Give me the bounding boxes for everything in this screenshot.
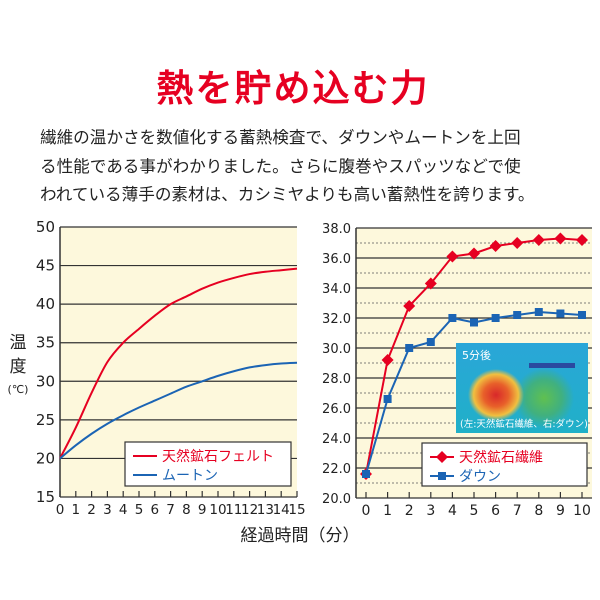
data-point-diamond xyxy=(511,237,524,249)
data-point-square xyxy=(362,470,370,478)
legend-label: 天然鉱石フェルト xyxy=(162,448,274,465)
thermal-caption-bottom: (左:天然鉱石繊維、右:ダウン) xyxy=(460,419,588,430)
data-point-square xyxy=(426,338,435,346)
data-point-diamond xyxy=(576,234,588,246)
x-tick-label: 6 xyxy=(491,503,500,519)
x-tick-label: 7 xyxy=(513,503,522,519)
x-tick-label: 8 xyxy=(182,502,191,518)
y-tick-label: 36.0 xyxy=(322,252,351,267)
x-tick-label: 10 xyxy=(573,503,591,519)
x-tick-label: 0 xyxy=(56,502,65,518)
description: 繊維の温かさを数値化する蓄熱検査で、ダウンやムートンを上回 る性能である事がわか… xyxy=(40,124,580,210)
x-tick-label: 8 xyxy=(534,503,543,519)
x-tick-label: 3 xyxy=(426,503,435,519)
data-point-square xyxy=(513,311,522,319)
y-tick-label: 34.0 xyxy=(322,282,351,297)
x-tick-label: 9 xyxy=(198,502,207,518)
y-tick-label: 30 xyxy=(36,372,55,390)
thermal-image-detail xyxy=(529,363,575,368)
y-tick-label: 20.0 xyxy=(322,492,351,507)
data-point-square xyxy=(470,318,478,327)
x-tick-label: 5 xyxy=(470,503,479,519)
x-tick-label: 7 xyxy=(166,502,175,518)
legend xyxy=(421,442,588,487)
legend-label: 天然鉱石繊維 xyxy=(459,449,543,466)
legend-label: ムートン xyxy=(162,468,218,484)
legend-label: ダウン xyxy=(459,469,501,485)
x-tick-label: 6 xyxy=(151,502,160,518)
x-tick-label: 1 xyxy=(72,502,81,518)
data-point-diamond xyxy=(424,277,437,290)
data-point-diamond xyxy=(532,234,545,246)
x-tick-label: 11 xyxy=(225,502,242,518)
page-title: 熱を貯め込む力 xyxy=(156,67,430,110)
y-tick-label: 45 xyxy=(36,257,55,275)
y-tick-label: 15 xyxy=(36,488,55,506)
thermal-image: 5分後 (左:天然鉱石繊維、右:ダウン) xyxy=(456,343,588,433)
y-tick-label: 40 xyxy=(36,295,55,313)
x-tick-label: 0 xyxy=(362,503,371,519)
y-tick-label: 25 xyxy=(36,411,55,429)
x-tick-label: 4 xyxy=(448,503,457,519)
description-line: る性能である事がわかりました。さらに腹巻やスパッツなどで使 xyxy=(40,156,521,176)
y-tick-label: 30.0 xyxy=(322,342,351,357)
y-tick-label: 26.0 xyxy=(322,402,351,417)
y-axis-unit: (℃) xyxy=(8,383,29,396)
y-tick-label: 32.0 xyxy=(322,312,351,327)
x-tick-label: 2 xyxy=(87,502,96,518)
description-line: われている薄手の素材は、カシミヤよりも高い蓄熱性を誇ります。 xyxy=(40,185,535,204)
series-line-2 xyxy=(59,361,298,460)
legend xyxy=(124,441,292,487)
y-axis-label: 度 xyxy=(10,357,27,377)
data-point-diamond xyxy=(468,247,480,260)
x-tick-label: 9 xyxy=(556,503,565,519)
x-tick-label: 15 xyxy=(288,502,305,518)
description-line: 繊維の温かさを数値化する蓄熱検査で、ダウンやムートンを上回 xyxy=(40,128,521,147)
y-axis-label: 温 xyxy=(10,333,27,353)
x-tick-label: 10 xyxy=(209,502,226,518)
y-tick-label: 35 xyxy=(36,334,55,352)
data-point-square xyxy=(556,309,565,318)
data-point-diamond xyxy=(446,250,459,263)
x-tick-label: 3 xyxy=(103,502,112,518)
data-point-diamond xyxy=(554,232,567,245)
y-tick-label: 22.0 xyxy=(322,462,351,477)
x-tick-label: 5 xyxy=(135,502,144,518)
y-tick-label: 50 xyxy=(36,218,55,236)
data-point-square xyxy=(534,308,543,316)
data-point-square xyxy=(448,314,457,322)
x-tick-label: 2 xyxy=(405,503,414,519)
thermal-caption-top: 5分後 xyxy=(462,349,491,362)
x-tick-label: 12 xyxy=(241,502,258,518)
series-line-1 xyxy=(59,267,298,459)
y-tick-label: 24.0 xyxy=(322,432,351,447)
data-point-square xyxy=(491,314,500,322)
data-point-diamond xyxy=(489,240,502,252)
x-axis-label: 経過時間（分） xyxy=(241,526,360,546)
data-point-square xyxy=(405,344,414,352)
data-point-square xyxy=(578,311,586,319)
y-tick-label: 38.0 xyxy=(322,222,351,237)
y-tick-label: 28.0 xyxy=(322,372,351,387)
legend-marker-diamond xyxy=(436,451,448,463)
x-tick-label: 4 xyxy=(119,502,128,518)
y-tick-label: 20 xyxy=(36,449,55,467)
data-point-diamond xyxy=(403,300,416,312)
data-point-square xyxy=(383,395,392,403)
x-tick-label: 13 xyxy=(257,502,274,518)
data-point-diamond xyxy=(381,354,394,366)
x-tick-label: 14 xyxy=(273,502,290,518)
legend-marker-square xyxy=(438,472,446,480)
x-tick-label: 1 xyxy=(383,503,392,519)
